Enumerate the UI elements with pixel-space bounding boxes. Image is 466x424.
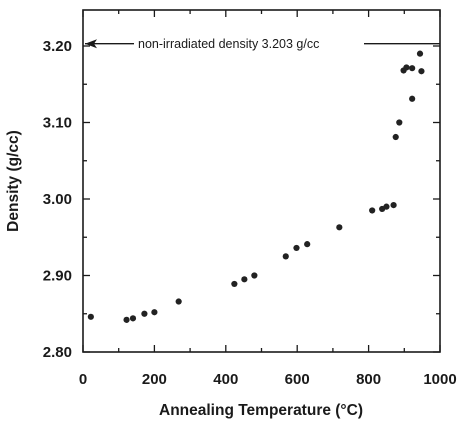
y-tick-label: 3.10 <box>43 115 72 132</box>
reference-label: non-irradiated density 3.203 g/cc <box>138 37 319 51</box>
x-tick-label: 0 <box>79 371 87 388</box>
plot-frame <box>82 9 441 353</box>
reference-line-group: non-irradiated density 3.203 g/cc <box>85 35 440 52</box>
reference-arrow-head <box>85 39 97 49</box>
data-point <box>175 298 182 305</box>
data-point <box>304 241 311 248</box>
data-point <box>418 68 425 75</box>
axis-ticks <box>82 10 441 353</box>
y-tick-label: 3.00 <box>43 191 72 208</box>
data-point <box>151 309 158 316</box>
reference-label-background <box>134 35 364 52</box>
data-point <box>392 133 399 141</box>
data-point <box>390 202 397 209</box>
axis-tick-labels: 0 200 400 600 800 1000 2.80 2.90 3.00 3.10 3.20 <box>43 38 457 388</box>
y-tick-label: 2.90 <box>43 268 72 285</box>
data-point <box>87 313 94 320</box>
data-point <box>403 64 410 71</box>
data-point <box>369 207 376 214</box>
x-axis-title: Annealing Temperature (°C) <box>159 402 363 419</box>
data-point <box>123 316 130 323</box>
x-tick-label: 1000 <box>423 371 456 388</box>
data-point <box>282 253 289 260</box>
x-tick-label: 800 <box>356 371 381 388</box>
data-point <box>409 65 416 72</box>
data-points <box>87 50 425 323</box>
data-point <box>129 315 137 322</box>
data-point <box>336 224 343 231</box>
data-point <box>141 310 148 317</box>
y-tick-label: 3.20 <box>43 38 72 55</box>
y-tick-label: 2.80 <box>43 344 72 361</box>
data-point <box>396 119 403 126</box>
data-point <box>409 95 416 102</box>
x-tick-label: 200 <box>142 371 167 388</box>
x-tick-label: 400 <box>213 371 238 388</box>
data-point <box>416 50 424 57</box>
y-axis-title: Density (g/cc) <box>5 130 22 232</box>
data-point <box>231 280 238 288</box>
data-point <box>293 244 300 252</box>
data-point <box>241 276 248 283</box>
data-point <box>251 272 258 279</box>
data-point <box>383 203 390 210</box>
x-tick-label: 600 <box>285 371 310 388</box>
